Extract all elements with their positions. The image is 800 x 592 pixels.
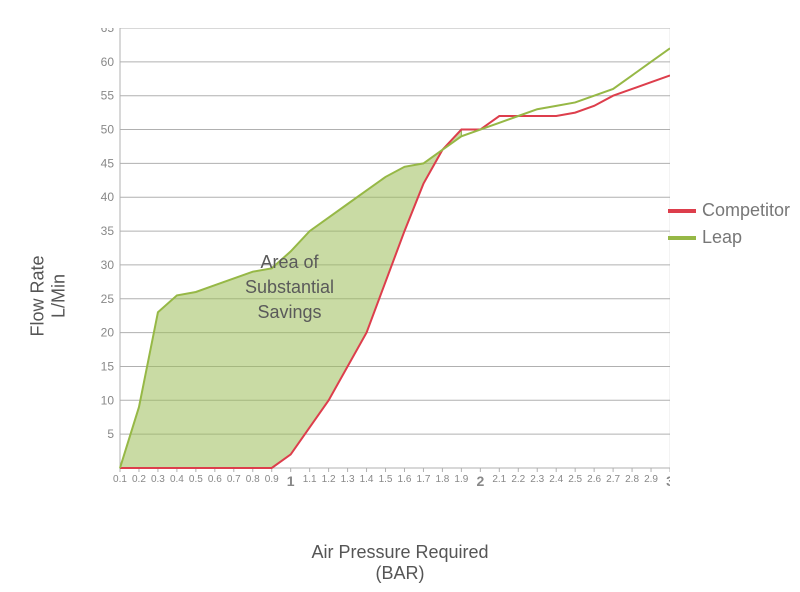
legend-label-competitor: Competitor xyxy=(702,200,790,221)
legend-label-leap: Leap xyxy=(702,227,742,248)
svg-text:3: 3 xyxy=(666,473,670,489)
svg-text:2.7: 2.7 xyxy=(606,474,620,485)
svg-text:40: 40 xyxy=(101,190,115,204)
chart-plot-area: 5 10 15 20 25 30 35 40 45 50 55 60 65 0.1 0.2 0.3 0.4 0.5… xyxy=(85,28,670,508)
svg-text:0.8: 0.8 xyxy=(246,474,260,485)
svg-text:1.1: 1.1 xyxy=(303,474,317,485)
svg-text:0.5: 0.5 xyxy=(189,474,203,485)
svg-text:1.6: 1.6 xyxy=(398,474,412,485)
xlabel-line-1: Air Pressure Required xyxy=(311,542,488,562)
svg-text:1.3: 1.3 xyxy=(341,474,355,485)
svg-text:0.7: 0.7 xyxy=(227,474,241,485)
svg-text:1.5: 1.5 xyxy=(379,474,393,485)
ylabel-line-1: Flow Rate xyxy=(28,255,48,336)
svg-text:2.4: 2.4 xyxy=(549,474,563,485)
svg-text:2.2: 2.2 xyxy=(511,474,525,485)
legend-swatch-competitor xyxy=(668,209,696,213)
svg-text:0.6: 0.6 xyxy=(208,474,222,485)
svg-text:15: 15 xyxy=(101,359,115,373)
legend-item-leap: Leap xyxy=(668,227,790,248)
svg-text:25: 25 xyxy=(101,292,115,306)
svg-text:10: 10 xyxy=(101,393,115,407)
legend-item-competitor: Competitor xyxy=(668,200,790,221)
chart-container: Flow Rate L/Min 5 10 15 20 25 30 35 40 45 50 55 60 6… xyxy=(0,0,800,592)
ylabel-line-2: L/Min xyxy=(49,274,69,318)
annot-line-1: Area of xyxy=(261,252,319,272)
svg-text:1.7: 1.7 xyxy=(416,474,430,485)
x-axis-label: Air Pressure Required (BAR) xyxy=(0,542,800,584)
svg-text:1.2: 1.2 xyxy=(322,474,336,485)
legend-swatch-leap xyxy=(668,236,696,240)
svg-text:20: 20 xyxy=(101,326,115,340)
xlabel-line-2: (BAR) xyxy=(376,563,425,583)
svg-text:65: 65 xyxy=(101,28,115,35)
svg-text:35: 35 xyxy=(101,224,115,238)
svg-text:2.8: 2.8 xyxy=(625,474,639,485)
svg-text:2.6: 2.6 xyxy=(587,474,601,485)
svg-text:1.9: 1.9 xyxy=(454,474,468,485)
savings-annotation: Area of Substantial Savings xyxy=(245,250,334,326)
svg-text:1: 1 xyxy=(287,473,295,489)
svg-text:30: 30 xyxy=(101,258,115,272)
svg-text:0.2: 0.2 xyxy=(132,474,146,485)
svg-text:1.4: 1.4 xyxy=(360,474,374,485)
svg-text:2.9: 2.9 xyxy=(644,474,658,485)
annot-line-3: Savings xyxy=(258,302,322,322)
svg-text:45: 45 xyxy=(101,156,115,170)
svg-text:60: 60 xyxy=(101,55,115,69)
chart-svg: 5 10 15 20 25 30 35 40 45 50 55 60 65 0.1 0.2 0.3 0.4 0.5… xyxy=(85,28,670,508)
y-axis-label: Flow Rate L/Min xyxy=(28,255,70,336)
svg-text:1.8: 1.8 xyxy=(435,474,449,485)
svg-text:2.1: 2.1 xyxy=(492,474,506,485)
svg-text:0.3: 0.3 xyxy=(151,474,165,485)
svg-text:55: 55 xyxy=(101,89,115,103)
svg-text:2.5: 2.5 xyxy=(568,474,582,485)
svg-text:5: 5 xyxy=(107,427,114,441)
svg-text:0.9: 0.9 xyxy=(265,474,279,485)
legend: Competitor Leap xyxy=(668,200,790,254)
svg-text:2: 2 xyxy=(476,473,484,489)
annot-line-2: Substantial xyxy=(245,277,334,297)
svg-text:0.4: 0.4 xyxy=(170,474,184,485)
svg-text:50: 50 xyxy=(101,123,115,137)
svg-text:0.1: 0.1 xyxy=(113,474,127,485)
svg-text:2.3: 2.3 xyxy=(530,474,544,485)
